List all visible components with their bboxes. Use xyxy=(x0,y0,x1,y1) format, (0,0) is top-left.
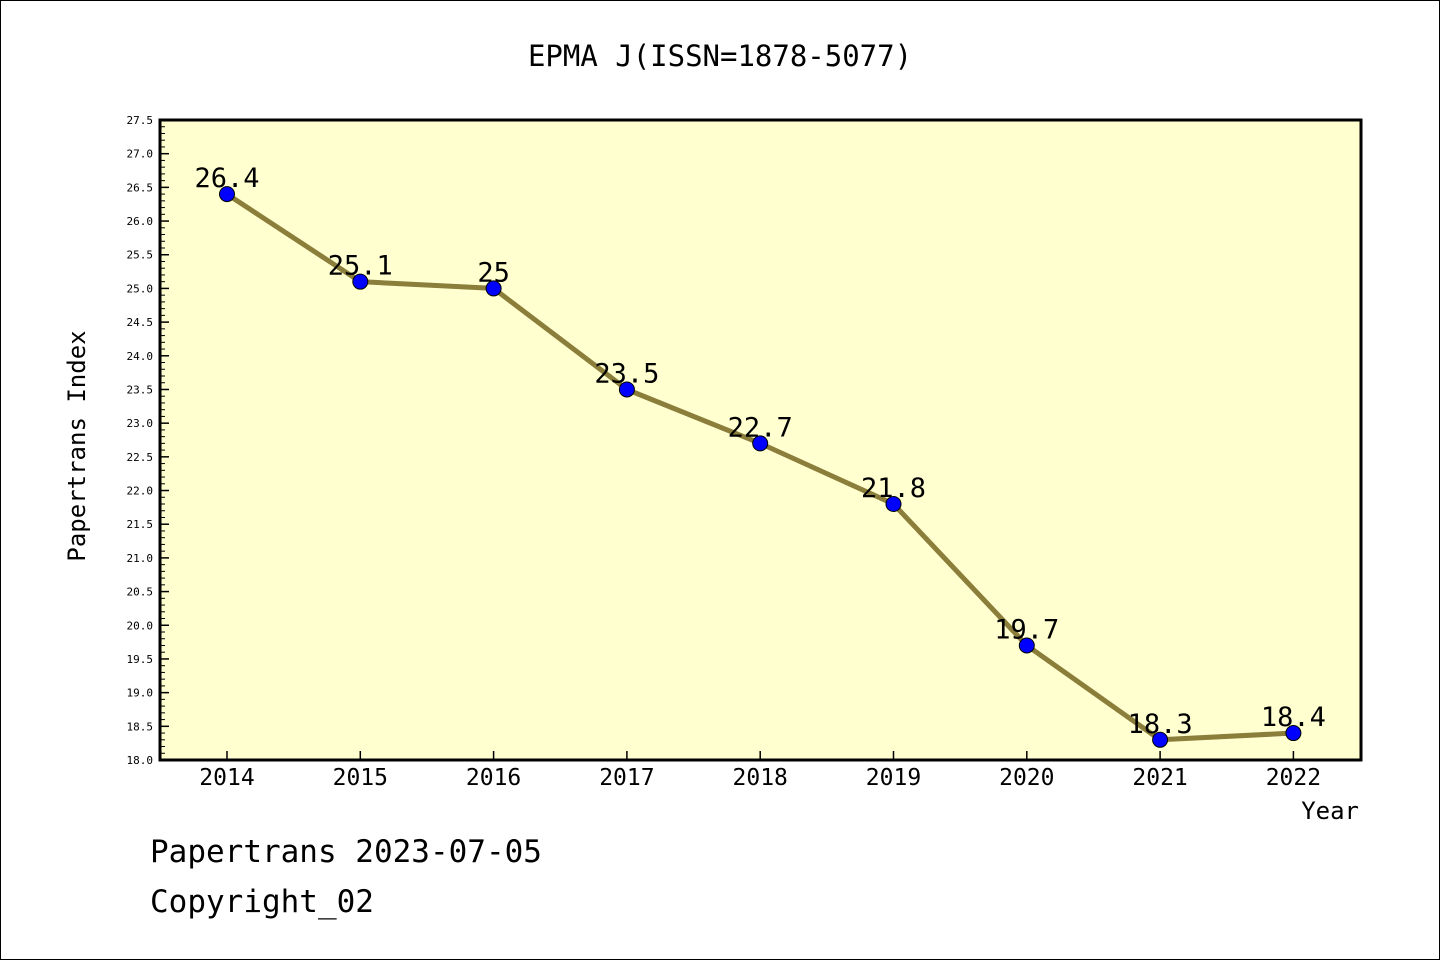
y-tick-label: 27.0 xyxy=(127,148,154,161)
y-tick-label: 18.5 xyxy=(127,720,154,733)
x-tick-label: 2014 xyxy=(199,765,254,791)
data-label: 23.5 xyxy=(594,358,659,389)
data-label: 25 xyxy=(477,257,510,288)
x-tick-label: 2015 xyxy=(333,765,388,791)
y-tick-label: 19.0 xyxy=(127,687,154,700)
x-axis-label: Year xyxy=(1301,797,1359,825)
y-tick-label: 26.5 xyxy=(127,181,154,194)
footer-date: Papertrans 2023-07-05 xyxy=(150,834,542,870)
data-point xyxy=(752,435,769,452)
data-label: 22.7 xyxy=(728,412,793,443)
plot-border xyxy=(158,118,1363,762)
y-tick-label: 26.0 xyxy=(127,215,154,228)
data-point xyxy=(352,273,369,290)
x-axis-ticks: 2014 2015 2016 2017 2018 2019 2020 2021 2022 xyxy=(199,751,1321,791)
y-tick-label: 25.5 xyxy=(127,249,154,262)
y-tick-label: 27.5 xyxy=(127,114,154,127)
x-tick-label: 2019 xyxy=(866,765,921,791)
y-tick-label: 19.5 xyxy=(127,653,154,666)
y-tick-label: 24.0 xyxy=(127,350,154,363)
data-label: 19.7 xyxy=(994,614,1059,645)
y-tick-label: 20.0 xyxy=(127,619,154,632)
y-tick-label: 22.0 xyxy=(127,485,154,498)
y-tick-label: 20.5 xyxy=(127,586,154,599)
data-label: 25.1 xyxy=(328,251,393,282)
data-label: 18.3 xyxy=(1128,709,1193,740)
x-tick-label: 2018 xyxy=(733,765,788,791)
x-tick-label: 2021 xyxy=(1132,765,1187,791)
chart-title: EPMA J(ISSN=1878-5077) xyxy=(528,39,912,73)
data-point xyxy=(618,381,635,398)
data-label: 21.8 xyxy=(861,473,926,504)
footer-copyright: Copyright_02 xyxy=(150,884,374,920)
x-tick-label: 2022 xyxy=(1266,765,1321,791)
data-point xyxy=(485,280,502,297)
y-tick-label: 23.0 xyxy=(127,417,154,430)
y-axis-ticks: 18.0 18.5 19.0 19.5 20.0 20.5 21.0 21.5 22.0 22.5… xyxy=(127,114,169,767)
data-point xyxy=(885,496,902,512)
y-tick-label: 24.5 xyxy=(127,316,154,329)
data-point xyxy=(219,186,235,203)
data-label: 26.4 xyxy=(194,163,259,194)
data-point xyxy=(1018,637,1035,654)
y-tick-label: 22.5 xyxy=(127,451,154,464)
y-tick-label: 18.0 xyxy=(127,754,154,767)
x-tick-label: 2016 xyxy=(466,765,521,791)
x-tick-label: 2020 xyxy=(999,765,1054,791)
data-point xyxy=(1152,731,1169,748)
x-tick-label: 2017 xyxy=(599,765,654,791)
y-axis-label: Papertrans Index xyxy=(63,330,91,561)
data-point xyxy=(1285,725,1302,742)
y-tick-label: 21.0 xyxy=(127,552,154,565)
data-label: 18.4 xyxy=(1261,702,1326,733)
y-tick-label: 23.5 xyxy=(127,383,154,396)
y-tick-label: 21.5 xyxy=(127,518,154,531)
series-layer: 26.4 25.1 25 23.5 22.7 21.8 19.7 18.3 18.4 xyxy=(194,163,1326,748)
y-tick-label: 25.0 xyxy=(127,282,154,295)
